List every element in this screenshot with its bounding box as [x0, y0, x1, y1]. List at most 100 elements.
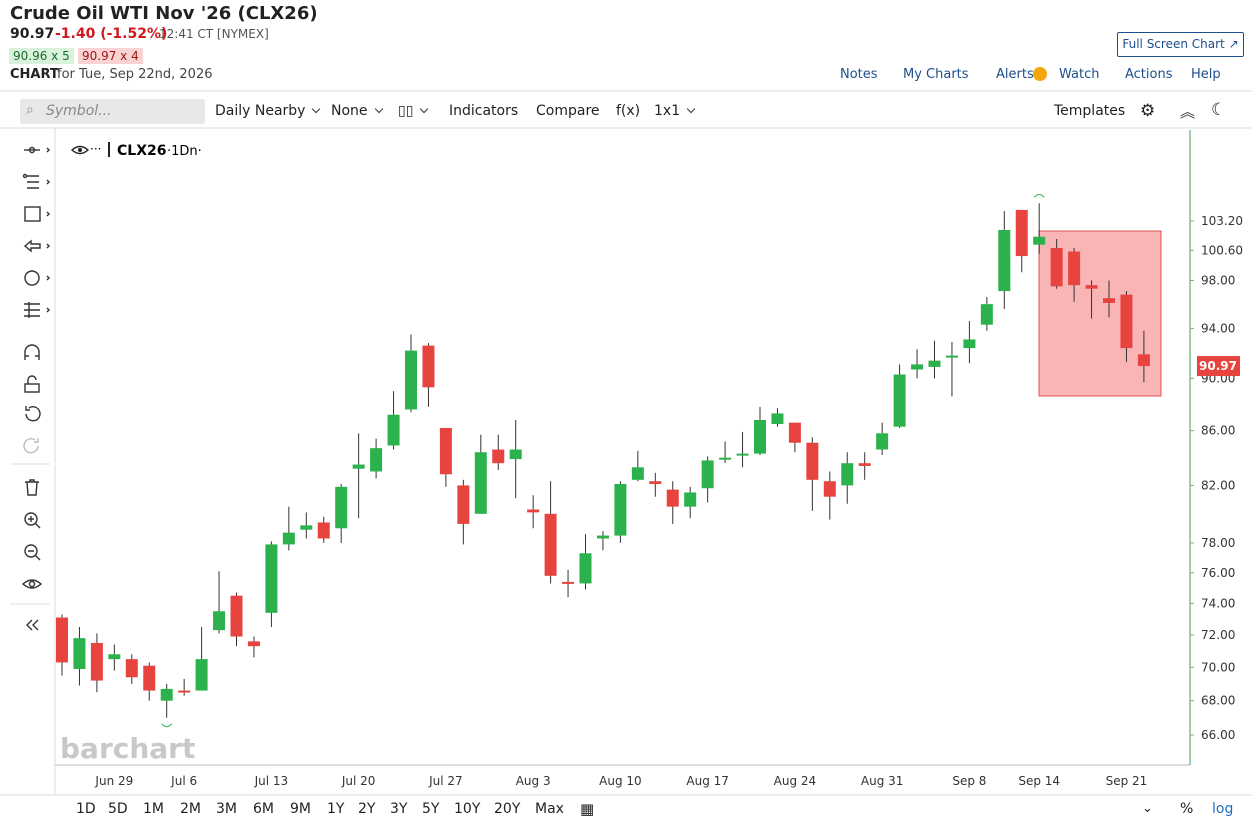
y-tick-label: 100.60: [1201, 243, 1243, 257]
y-tick-label: 68.00: [1201, 694, 1235, 708]
y-tick-label: 66.00: [1201, 728, 1235, 742]
candle-body: [666, 489, 679, 507]
candle-body: [230, 595, 243, 637]
candle-body: [771, 413, 784, 424]
candle-body: [754, 419, 766, 454]
candle-body: [405, 350, 417, 410]
candle-body: [893, 374, 906, 427]
legend-symbol: CLX26: [117, 143, 166, 159]
indicators-button[interactable]: Indicators: [449, 103, 519, 119]
help-link[interactable]: Help: [1191, 67, 1221, 82]
collapse-bottom[interactable]: ⌄: [1142, 801, 1153, 816]
interval-dropdown[interactable]: Daily Nearby: [215, 103, 319, 119]
period-button[interactable]: 6M: [253, 801, 274, 817]
candle-body: [352, 464, 365, 469]
collapse-button[interactable]: ︽: [1180, 103, 1196, 121]
x-tick-label: Jul 27: [428, 774, 463, 788]
candle-body: [492, 449, 505, 464]
calendar-button[interactable]: ▦: [580, 800, 595, 818]
candle-body: [90, 642, 103, 681]
x-tick-label: Aug 3: [516, 774, 551, 788]
study-dropdown[interactable]: None: [331, 103, 382, 119]
percent-button[interactable]: %: [1180, 801, 1194, 817]
y-tick-label: 70.00: [1201, 660, 1235, 674]
candle-body: [562, 581, 575, 584]
high-marker: [1033, 193, 1045, 198]
candle-body: [335, 486, 348, 529]
candle-body: [160, 688, 173, 701]
full-screen-button[interactable]: Full Screen Chart ↗: [1117, 32, 1244, 57]
candle-body: [823, 481, 836, 497]
templates-button[interactable]: Templates: [1054, 103, 1126, 119]
symbol-search[interactable]: Symbol... ⌕: [20, 99, 205, 124]
period-button[interactable]: 5Y: [422, 801, 440, 817]
period-button[interactable]: 1Y: [327, 801, 345, 817]
candle-body: [387, 414, 400, 446]
period-button[interactable]: 2M: [180, 801, 201, 817]
compare-button[interactable]: Compare: [536, 103, 600, 119]
legend-interval: ·1Dn·: [167, 144, 202, 159]
candle-body: [998, 229, 1011, 292]
candle-body: [1033, 236, 1046, 245]
candle-body: [73, 638, 86, 669]
legend-eye[interactable]: [70, 145, 90, 155]
last-price-label: 90.97: [1199, 359, 1237, 373]
y-tick-label: 72.00: [1201, 628, 1235, 642]
layout-dropdown[interactable]: 1x1: [654, 103, 694, 119]
notes-link[interactable]: Notes: [840, 67, 878, 82]
candle-body: [876, 433, 889, 450]
x-tick-label: Jul 6: [170, 774, 197, 788]
period-button[interactable]: 5D: [108, 801, 128, 817]
candle-body: [265, 544, 278, 613]
candle-body: [701, 460, 714, 489]
candle-body: [1103, 298, 1115, 303]
candle-body: [631, 467, 644, 480]
candle-body: [788, 422, 801, 443]
period-button[interactable]: 3M: [216, 801, 237, 817]
my-charts-link[interactable]: My Charts: [903, 67, 969, 82]
candle-body: [980, 304, 993, 325]
period-button[interactable]: 1D: [76, 801, 96, 817]
last-price: 90.97: [10, 26, 55, 42]
period-button[interactable]: 2Y: [358, 801, 376, 817]
candle-body: [178, 690, 191, 693]
candle-body: [858, 463, 871, 466]
chart-type-dropdown[interactable]: ▯▯: [398, 103, 427, 119]
candle-body: [684, 492, 697, 507]
log-button[interactable]: log: [1212, 801, 1234, 817]
candle-body: [247, 641, 260, 647]
period-button[interactable]: 20Y: [494, 801, 521, 817]
candle-body: [1137, 354, 1150, 367]
candle-body: [474, 452, 487, 514]
x-tick-label: Aug 24: [774, 774, 817, 788]
actions-link[interactable]: Actions: [1125, 67, 1173, 82]
candle-body: [1050, 248, 1063, 287]
period-button[interactable]: 1M: [143, 801, 164, 817]
candle-body: [736, 453, 749, 456]
watermark: barchart: [60, 732, 195, 765]
theme-button[interactable]: ☾: [1211, 100, 1227, 120]
candle-body: [1068, 251, 1081, 286]
candle-body: [56, 617, 68, 663]
y-tick-label: 82.00: [1201, 478, 1235, 492]
ask: 90.97 x 4: [78, 48, 143, 64]
period-button[interactable]: 9M: [290, 801, 311, 817]
x-tick-label: Sep 14: [1018, 774, 1060, 788]
x-tick-label: Aug 31: [861, 774, 904, 788]
symbol-placeholder: Symbol...: [46, 103, 112, 119]
alerts-badge: [1033, 67, 1047, 81]
low-marker: [161, 723, 173, 728]
x-tick-label: Jul 13: [254, 774, 289, 788]
settings-button[interactable]: ⚙: [1140, 101, 1156, 121]
alerts-link[interactable]: Alerts: [996, 67, 1034, 82]
period-button[interactable]: 10Y: [454, 801, 481, 817]
x-tick-label: Aug 17: [686, 774, 729, 788]
watch-link[interactable]: Watch: [1059, 67, 1100, 82]
period-button[interactable]: 3Y: [390, 801, 408, 817]
period-button[interactable]: Max: [535, 801, 564, 817]
search-icon: ⌕: [26, 102, 34, 118]
candle-body: [945, 355, 958, 358]
candle-body: [911, 364, 924, 370]
fx-button[interactable]: f(x): [616, 103, 641, 119]
